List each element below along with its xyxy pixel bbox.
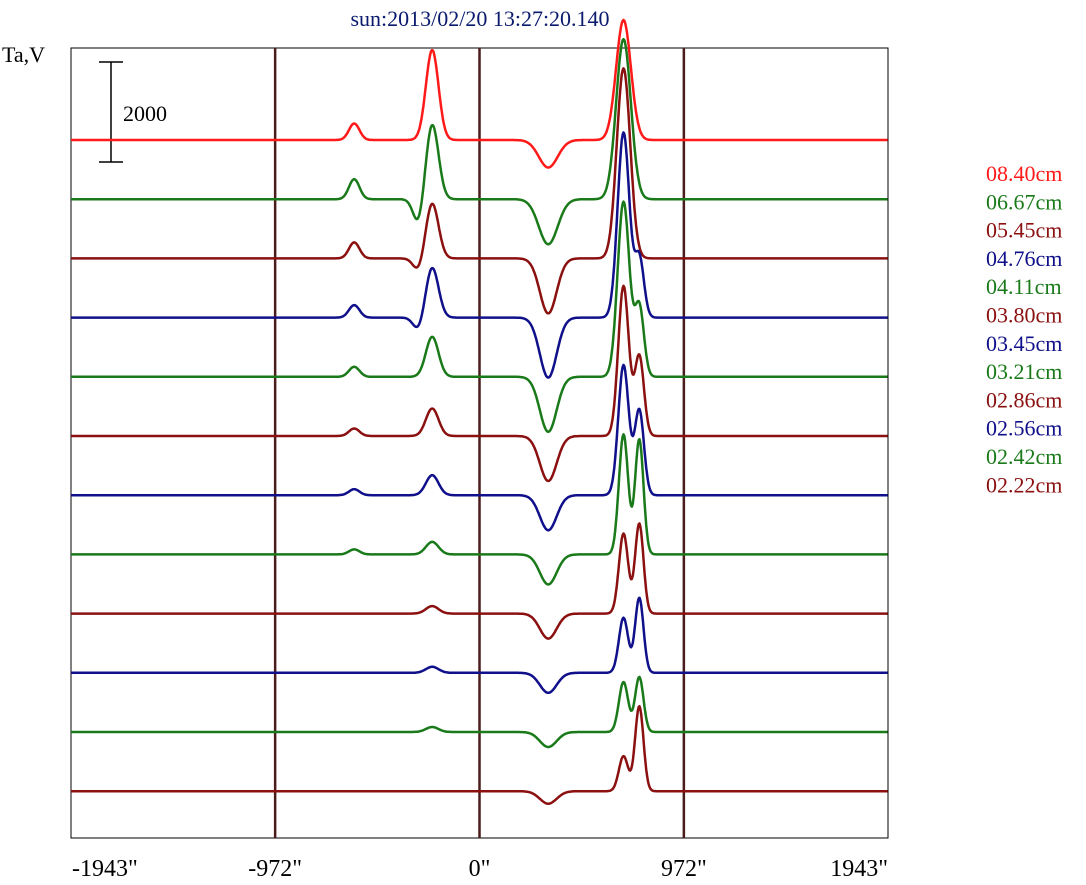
legend-entry-02.56cm: 02.56cm <box>986 416 1062 441</box>
series-lines <box>70 18 888 805</box>
series-line-03.80cm <box>70 284 888 483</box>
scale-bar-label: 2000 <box>123 101 167 126</box>
x-tick-label-3: 972" <box>661 856 707 882</box>
legend-entry-03.21cm: 03.21cm <box>986 359 1062 384</box>
x-tick-labels: -1943" -972" 0" 972" 1943" <box>72 856 888 882</box>
series-line-03.21cm <box>70 433 888 586</box>
series-line-04.11cm <box>70 200 888 433</box>
legend-entry-06.67cm: 06.67cm <box>986 189 1062 214</box>
x-tick-label-0: -1943" <box>72 856 138 882</box>
scale-bar: 2000 <box>99 61 167 163</box>
legend-entry-05.45cm: 05.45cm <box>986 218 1062 243</box>
series-line-02.42cm <box>70 675 888 749</box>
legend-entry-04.76cm: 04.76cm <box>986 246 1062 271</box>
x-tick-label-4: 1943" <box>830 856 888 882</box>
series-line-08.40cm <box>70 18 888 169</box>
legend-entry-02.86cm: 02.86cm <box>986 387 1062 412</box>
legend-entry-02.22cm: 02.22cm <box>986 472 1062 497</box>
legend-entry-08.40cm: 08.40cm <box>986 161 1062 186</box>
series-line-05.45cm <box>70 67 888 315</box>
series-line-02.86cm <box>70 522 888 640</box>
x-tick-label-1: -972" <box>248 856 302 882</box>
legend-entry-02.42cm: 02.42cm <box>986 444 1062 469</box>
legend-entry-03.45cm: 03.45cm <box>986 331 1062 356</box>
series-line-02.22cm <box>70 704 888 805</box>
chart-title: sun:2013/02/20 13:27:20.140 <box>350 6 609 31</box>
x-tick-label-2: 0" <box>469 856 491 882</box>
series-line-03.45cm <box>70 363 888 532</box>
series-line-02.56cm <box>70 596 888 695</box>
series-line-04.76cm <box>70 131 888 379</box>
legend-entry-04.11cm: 04.11cm <box>986 274 1062 299</box>
vertical-markers <box>273 48 686 838</box>
legend: 08.40cm 06.67cm 05.45cm 04.76cm 04.11cm 03.80… <box>986 161 1062 497</box>
series-line-06.67cm <box>70 37 888 246</box>
legend-entry-03.80cm: 03.80cm <box>986 303 1062 328</box>
y-axis-label: Ta,V <box>2 42 45 67</box>
